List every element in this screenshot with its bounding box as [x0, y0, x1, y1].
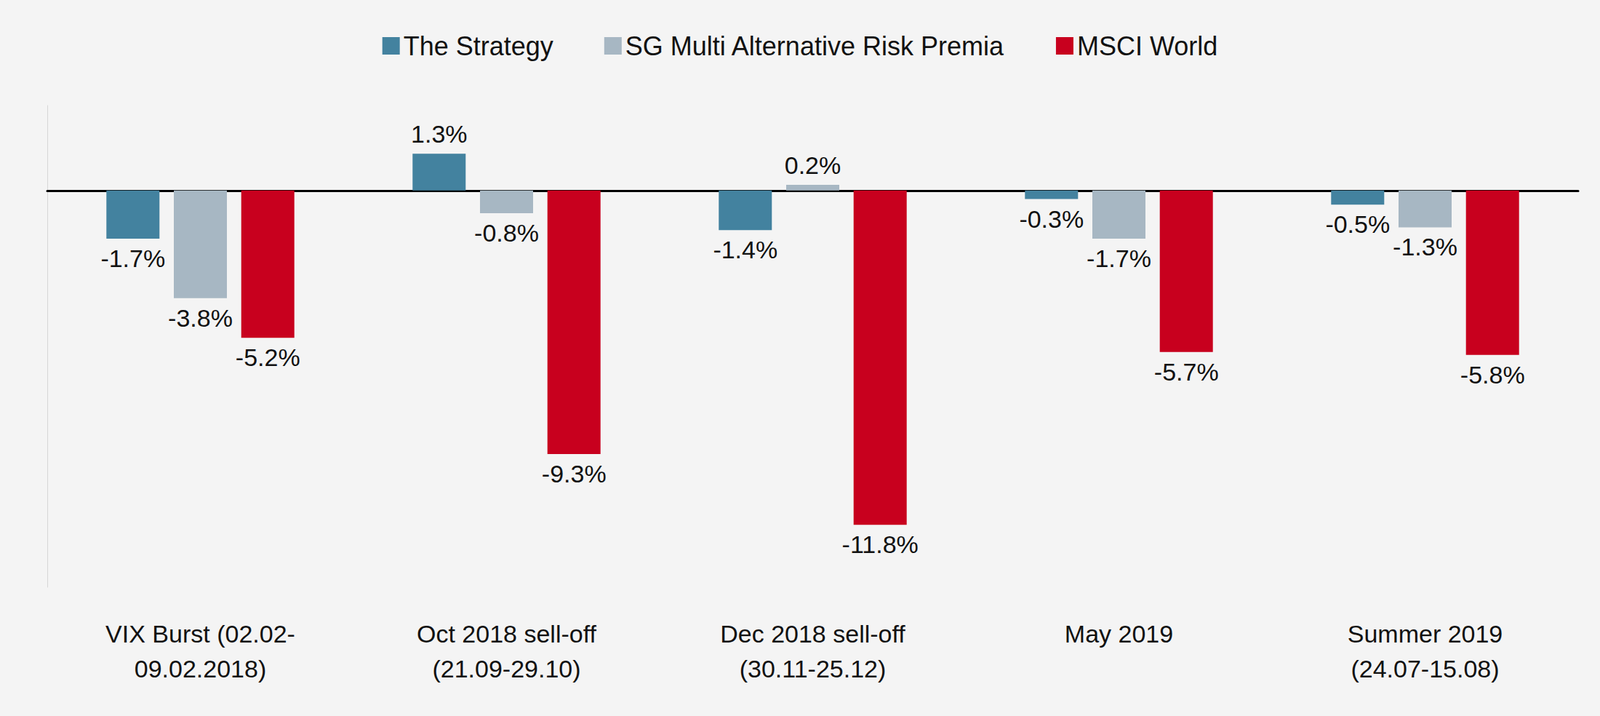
svg-text:MSCI World: MSCI World	[1077, 31, 1218, 62]
svg-text:-1.3%: -1.3%	[1392, 232, 1458, 261]
svg-text:Dec 2018 sell-off: Dec 2018 sell-off	[720, 619, 906, 648]
svg-text:-0.8%: -0.8%	[474, 218, 539, 247]
svg-text:(30.11-25.12): (30.11-25.12)	[739, 654, 887, 683]
svg-text:-0.3%: -0.3%	[1018, 205, 1084, 233]
svg-text:-5.8%: -5.8%	[1460, 360, 1526, 389]
svg-text:SG Multi Alternative Risk Prem: SG Multi Alternative Risk Premia	[625, 31, 1005, 62]
svg-text:(21.09-29.10): (21.09-29.10)	[432, 654, 581, 683]
svg-text:-5.2%: -5.2%	[235, 343, 301, 371]
svg-text:-1.7%: -1.7%	[100, 244, 166, 272]
svg-text:Summer 2019: Summer 2019	[1347, 619, 1504, 648]
svg-text:-0.5%: -0.5%	[1325, 210, 1390, 238]
svg-text:-1.7%: -1.7%	[1086, 244, 1152, 272]
svg-text:09.02.2018): 09.02.2018)	[134, 654, 267, 683]
svg-text:-1.4%: -1.4%	[712, 235, 778, 264]
svg-text:1.3%: 1.3%	[410, 120, 468, 148]
svg-text:-9.3%: -9.3%	[541, 459, 607, 488]
svg-text:-11.8%: -11.8%	[842, 530, 919, 558]
svg-text:-3.8%: -3.8%	[168, 304, 233, 332]
svg-text:Oct 2018 sell-off: Oct 2018 sell-off	[416, 619, 598, 648]
svg-text:-5.7%: -5.7%	[1154, 357, 1219, 386]
svg-text:May 2019: May 2019	[1064, 619, 1174, 648]
svg-text:(24.07-15.08): (24.07-15.08)	[1350, 654, 1499, 683]
svg-text:0.2%: 0.2%	[784, 151, 842, 179]
svg-text:The Strategy: The Strategy	[403, 31, 554, 62]
svg-text:VIX Burst (02.02-: VIX Burst (02.02-	[105, 619, 296, 648]
